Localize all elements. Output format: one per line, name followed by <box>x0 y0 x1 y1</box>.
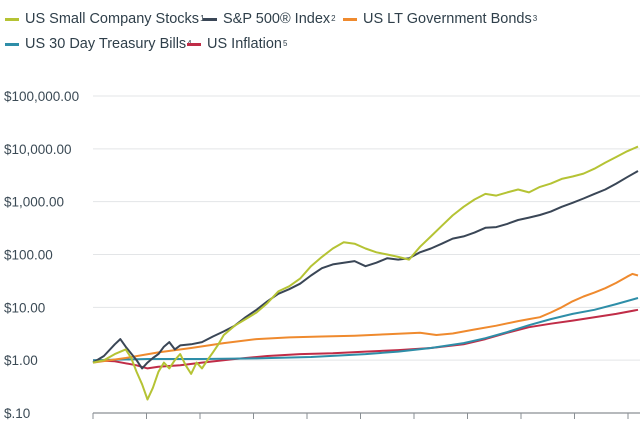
y-axis-tick-labels: $100,000.00 $10,000.00 $1,000.00 $100.00 $10… <box>4 89 79 421</box>
chart-legend: US Small Company Stocks1 S&P 500® Index2… <box>0 0 640 80</box>
series-lines <box>92 145 639 401</box>
legend-swatch-3 <box>5 42 19 46</box>
legend-swatch-0 <box>5 17 19 21</box>
legend-item-2: US LT Government Bonds 3 <box>343 11 537 27</box>
legend-label-2: US LT Government Bonds <box>363 11 532 27</box>
legend-swatch-1 <box>203 17 217 21</box>
y-tick-label-2: $1,000.00 <box>4 195 64 210</box>
series-line-3 <box>92 297 639 362</box>
legend-swatch-2 <box>343 17 357 21</box>
legend-item-3: US 30 Day Treasury Bills4 <box>5 36 192 52</box>
legend-label-4: US Inflation <box>207 36 282 52</box>
series-line-4 <box>92 308 639 370</box>
series-line-0 <box>92 145 639 401</box>
legend-label-0: US Small Company Stocks <box>25 11 200 27</box>
legend-label-3: US 30 Day Treasury Bills <box>25 36 187 52</box>
y-tick-label-3: $100.00 <box>4 248 53 263</box>
legend-item-0: US Small Company Stocks1 <box>5 11 205 27</box>
y-tick-label-6: $.10 <box>4 406 30 421</box>
legend-swatch-4 <box>187 42 201 46</box>
y-tick-label-0: $100,000.00 <box>4 89 79 104</box>
series-line-2 <box>92 272 639 364</box>
x-axis <box>92 413 629 419</box>
y-tick-label-5: $1.00 <box>4 353 38 368</box>
y-tick-label-4: $10.00 <box>4 300 45 315</box>
legend-item-1: S&P 500® Index 2 <box>203 11 336 27</box>
legend-item-4: US Inflation 5 <box>187 36 287 52</box>
series-line-1 <box>92 170 639 370</box>
y-tick-label-1: $10,000.00 <box>4 142 72 157</box>
legend-label-1: S&P 500® Index <box>223 11 331 27</box>
